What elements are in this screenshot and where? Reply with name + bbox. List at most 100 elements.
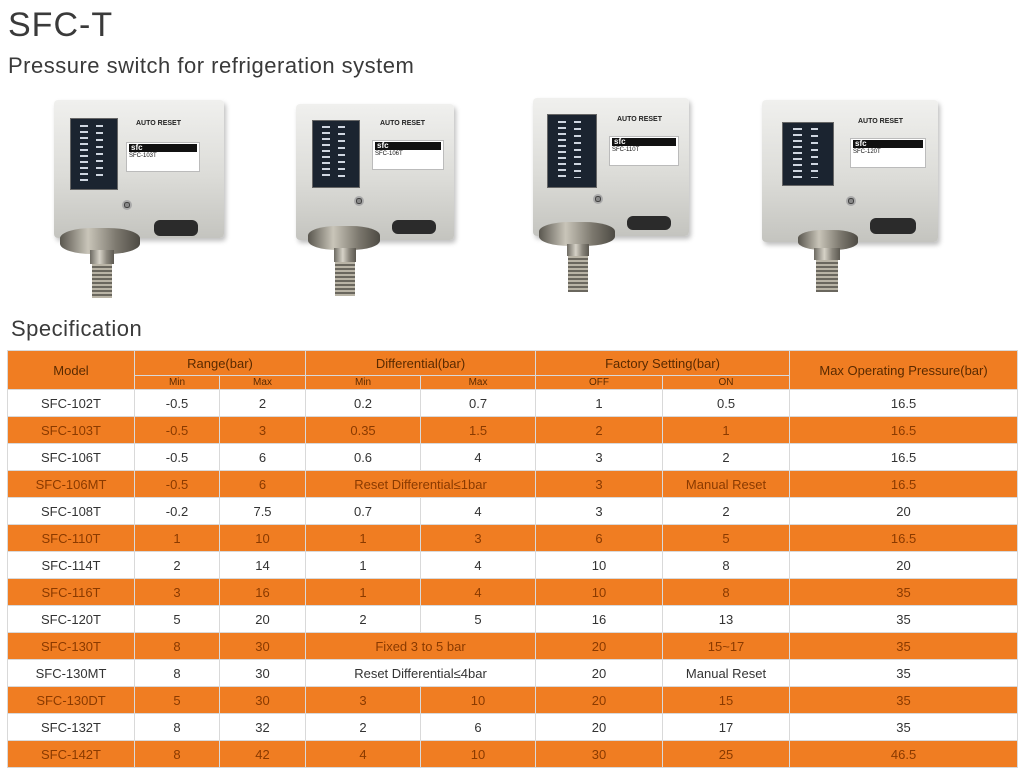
fitting-nut <box>798 230 858 250</box>
cell-factory-on: 1 <box>662 416 791 444</box>
cell-max-pressure: 35 <box>789 632 1019 660</box>
cell-range-min: -0.2 <box>134 497 220 525</box>
cell-range-max: 30 <box>218 686 307 714</box>
cell-range-max: 32 <box>218 713 307 741</box>
cell-max-pressure: 20 <box>789 551 1019 579</box>
model-text: SFC-120T <box>853 149 881 155</box>
subheader-diff-min: Min <box>305 375 422 390</box>
cell-factory-on: 13 <box>662 605 791 633</box>
cell-diff-min: 4 <box>305 740 422 768</box>
cell-range-min: 2 <box>134 551 220 579</box>
brand-name: sfc <box>375 142 441 150</box>
cell-factory-on: 5 <box>662 524 791 552</box>
cell-factory-off: 6 <box>535 524 664 552</box>
screw-icon <box>593 194 603 204</box>
cell-diff-max: 10 <box>420 686 537 714</box>
header-range: Range(bar) <box>133 350 307 376</box>
cell-range-min: 5 <box>134 605 220 633</box>
cell-factory-off: 3 <box>535 443 664 471</box>
cell-model: SFC-142T <box>7 740 135 768</box>
cell-factory-on: 2 <box>662 497 791 525</box>
cell-factory-off: 1 <box>535 389 664 417</box>
cell-diff-min: 1 <box>305 578 422 606</box>
cell-range-max: 14 <box>218 551 307 579</box>
cell-model: SFC-130T <box>7 632 135 660</box>
cell-factory-on: 25 <box>662 740 791 768</box>
cell-model: SFC-132T <box>7 713 135 741</box>
scale-window <box>782 122 834 186</box>
cell-range-min: 8 <box>134 740 220 768</box>
scale-window <box>547 114 597 188</box>
table-row: SFC-106T -0.5 6 0.6 4 3 2 16.5 <box>7 443 1019 471</box>
table-row: SFC-103T -0.5 3 0.35 1.5 2 1 16.5 <box>7 416 1019 444</box>
cell-range-max: 30 <box>218 659 307 687</box>
page-subtitle: Pressure switch for refrigeration system <box>8 53 415 78</box>
cell-range-max: 6 <box>218 443 307 471</box>
specification-table: Model Range(bar) Differential(bar) Facto… <box>7 350 1019 768</box>
cell-diff-max: 0.7 <box>420 389 537 417</box>
model-label: sfc SFC-110T <box>609 136 679 166</box>
fitting-nut <box>60 228 140 254</box>
product-gallery: AUTO RESET sfc SFC-103T AUTO RESET sfc S… <box>0 90 1024 305</box>
fitting-stem <box>334 248 356 262</box>
port-icon <box>392 220 436 234</box>
brand-name: sfc <box>129 144 197 152</box>
cell-factory-off: 20 <box>535 713 664 741</box>
cell-diff-min: 0.6 <box>305 443 422 471</box>
fitting-thread <box>568 256 588 292</box>
screw-icon <box>122 200 132 210</box>
cell-max-pressure: 16.5 <box>789 470 1019 498</box>
cell-diff-max: 4 <box>420 578 537 606</box>
cell-max-pressure: 16.5 <box>789 416 1019 444</box>
auto-reset-text: AUTO RESET <box>136 120 181 127</box>
cell-range-max: 30 <box>218 632 307 660</box>
screw-icon <box>846 196 856 206</box>
header-factory-setting: Factory Setting(bar) <box>535 350 791 376</box>
cell-factory-on: 2 <box>662 443 791 471</box>
cell-max-pressure: 35 <box>789 659 1019 687</box>
cell-diff-min: 3 <box>305 686 422 714</box>
cell-factory-on: Manual Reset <box>662 470 791 498</box>
table-row: SFC-130DT 5 30 3 10 20 15 35 <box>7 686 1019 714</box>
brand-name: sfc <box>612 138 676 146</box>
cell-factory-off: 3 <box>535 470 664 498</box>
subheader-off: OFF <box>535 375 664 390</box>
cell-diff-max: 4 <box>420 497 537 525</box>
cell-range-max: 16 <box>218 578 307 606</box>
cell-model: SFC-120T <box>7 605 135 633</box>
cell-max-pressure: 20 <box>789 497 1019 525</box>
specification-heading: Specification <box>11 316 143 341</box>
fitting-thread <box>816 260 838 292</box>
cell-range-max: 7.5 <box>218 497 307 525</box>
cell-differential: Fixed 3 to 5 bar <box>305 632 537 660</box>
header-model: Model <box>7 350 135 390</box>
cell-factory-off: 10 <box>535 578 664 606</box>
table-row: SFC-130T 8 30 Fixed 3 to 5 bar 20 15~17 35 <box>7 632 1019 660</box>
cell-model: SFC-106MT <box>7 470 135 498</box>
cell-differential: Reset Differential≤1bar <box>305 470 537 498</box>
specification-body: SFC-102T -0.5 2 0.2 0.7 1 0.5 16.5 SFC-103T -0.5 3… <box>7 389 1019 768</box>
cell-max-pressure: 35 <box>789 578 1019 606</box>
subheader-on: ON <box>662 375 791 390</box>
screw-icon <box>354 196 364 206</box>
cell-model: SFC-102T <box>7 389 135 417</box>
cell-model: SFC-103T <box>7 416 135 444</box>
header-max-pressure: Max Operating Pressure(bar) <box>789 350 1019 390</box>
cell-range-max: 10 <box>218 524 307 552</box>
subheader-range-min: Min <box>134 375 220 390</box>
cell-diff-max: 5 <box>420 605 537 633</box>
scale-window <box>70 118 118 190</box>
cell-range-max: 6 <box>218 470 307 498</box>
cell-range-min: 5 <box>134 686 220 714</box>
cell-factory-off: 2 <box>535 416 664 444</box>
cell-range-min: 1 <box>134 524 220 552</box>
auto-reset-text: AUTO RESET <box>858 118 903 125</box>
cell-diff-max: 3 <box>420 524 537 552</box>
cell-max-pressure: 35 <box>789 605 1019 633</box>
model-text: SFC-106T <box>375 151 403 157</box>
brand-name: sfc <box>853 140 923 148</box>
port-icon <box>627 216 671 230</box>
cell-diff-max: 6 <box>420 713 537 741</box>
auto-reset-text: AUTO RESET <box>380 120 425 127</box>
cell-max-pressure: 35 <box>789 713 1019 741</box>
